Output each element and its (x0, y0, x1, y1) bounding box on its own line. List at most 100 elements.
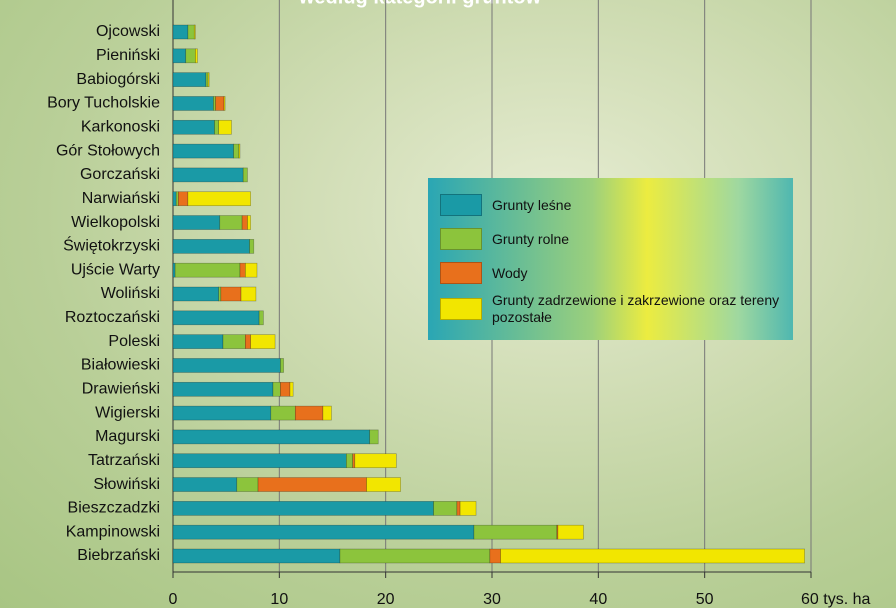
y-tick-label: Ujście Warty (71, 261, 160, 278)
bar-segment (205, 72, 209, 87)
bar-segment (172, 239, 250, 254)
legend-item: Wody (440, 258, 781, 288)
y-tick-label: Kampinowski (66, 523, 160, 540)
bar-segment (557, 524, 584, 540)
legend-label: Grunty leśne (492, 196, 572, 213)
bar-segment (187, 24, 195, 40)
legend-swatch (440, 262, 482, 284)
bar-segment (369, 429, 379, 445)
bar-segment (459, 501, 477, 516)
bar-segment (339, 548, 491, 564)
y-tick-label: Wielkopolski (71, 214, 160, 231)
bar-segment (172, 24, 189, 40)
y-tick-label: Pieniński (96, 47, 160, 64)
bar-segment (218, 119, 232, 135)
bar-segment (247, 215, 251, 230)
bar-segment (172, 191, 177, 207)
y-tick-label: Ojcowski (96, 23, 160, 40)
bar-segment (289, 381, 294, 397)
x-tick-label: 30 (483, 591, 501, 608)
bar-segment (174, 262, 241, 278)
bar-segment (172, 72, 207, 87)
legend-item: Grunty rolne (440, 224, 781, 254)
bar-segment (239, 262, 246, 278)
bar-segment (233, 143, 240, 159)
bar-segment (240, 286, 257, 302)
legend-swatch (440, 228, 482, 250)
bar-segment (185, 48, 196, 64)
bar-segment (222, 334, 246, 349)
bar-segment (193, 24, 196, 40)
bar-segment (172, 262, 176, 278)
legend-label: Grunty zadrzewione i zakrzewione oraz te… (492, 292, 780, 325)
y-tick-label: Bory Tucholskie (47, 95, 160, 112)
bar-segment (245, 334, 251, 349)
legend: Grunty leśne Grunty rolne Wody Grunty zadrz… (428, 178, 793, 340)
bar-segment (433, 501, 458, 516)
y-tick-label: Karkonoski (81, 118, 160, 135)
bar-segment (175, 191, 179, 207)
y-tick-label: Biebrzański (77, 547, 160, 564)
bar-segment (172, 501, 434, 516)
y-tick-label: Roztoczański (65, 309, 160, 326)
y-tick-label: Narwiański (82, 190, 160, 207)
y-tick-label: Gorczański (80, 166, 160, 183)
y-tick-label: Woliński (101, 285, 160, 302)
bar-segment (219, 215, 243, 230)
x-tick-label: 20 (377, 591, 395, 608)
bar-segment (456, 501, 461, 516)
bar-segment (258, 310, 264, 326)
bar-segment (172, 477, 238, 492)
legend-swatch (440, 194, 482, 216)
bar-segment (294, 405, 324, 421)
y-tick-label: Świętokrzyski (63, 236, 160, 255)
bar-segment (207, 72, 210, 87)
bar-segment (500, 548, 805, 564)
bar-segment (172, 334, 224, 349)
bar-segment (236, 477, 259, 492)
bar-segment (322, 405, 332, 421)
x-tick-label: 0 (169, 591, 178, 608)
bar-segment (213, 96, 216, 111)
bar-segment (172, 381, 274, 397)
bar-segment (172, 286, 220, 302)
x-tick-label: 40 (589, 591, 607, 608)
bar-segment (241, 215, 248, 230)
y-tick-label: Drawieński (82, 380, 160, 397)
y-tick-label: Wigierski (95, 404, 160, 421)
chart-title: według kategorii gruntów (298, 0, 542, 8)
bar-segment (280, 358, 284, 373)
bar-segment (172, 524, 475, 540)
bar-segment (214, 119, 220, 135)
bar-segment (366, 477, 401, 492)
x-tick-label: 10 (270, 591, 288, 608)
legend-item: Grunty zadrzewione i zakrzewione oraz te… (440, 292, 781, 326)
y-tick-label: Bieszczadzki (68, 500, 160, 517)
bar-segment (238, 143, 241, 159)
bar-segment (172, 405, 272, 421)
y-tick-label: Magurski (95, 428, 160, 445)
bar-segment (172, 143, 234, 159)
legend-swatch (440, 298, 482, 320)
bar-segment (172, 548, 341, 564)
bar-segment (172, 96, 214, 111)
bar-segment (272, 381, 281, 397)
y-tick-label: Gór Stołowych (56, 142, 160, 159)
y-tick-label: Białowieski (81, 357, 160, 374)
y-tick-label: Słowiński (93, 476, 160, 493)
y-tick-label: Tatrzański (88, 452, 160, 469)
bar-segment (352, 453, 356, 469)
bar-segment (178, 191, 189, 207)
bar-segment (245, 262, 258, 278)
bar-segment (172, 453, 347, 469)
bar-segment (172, 358, 281, 373)
legend-label: Grunty rolne (492, 230, 570, 247)
bar-segment (250, 334, 276, 349)
bar-segment (172, 215, 221, 230)
bar-segment (187, 191, 251, 207)
legend-item: Grunty leśne (440, 190, 781, 220)
bar-segment (270, 405, 296, 421)
bar-segment (346, 453, 354, 469)
bar-segment (489, 548, 501, 564)
